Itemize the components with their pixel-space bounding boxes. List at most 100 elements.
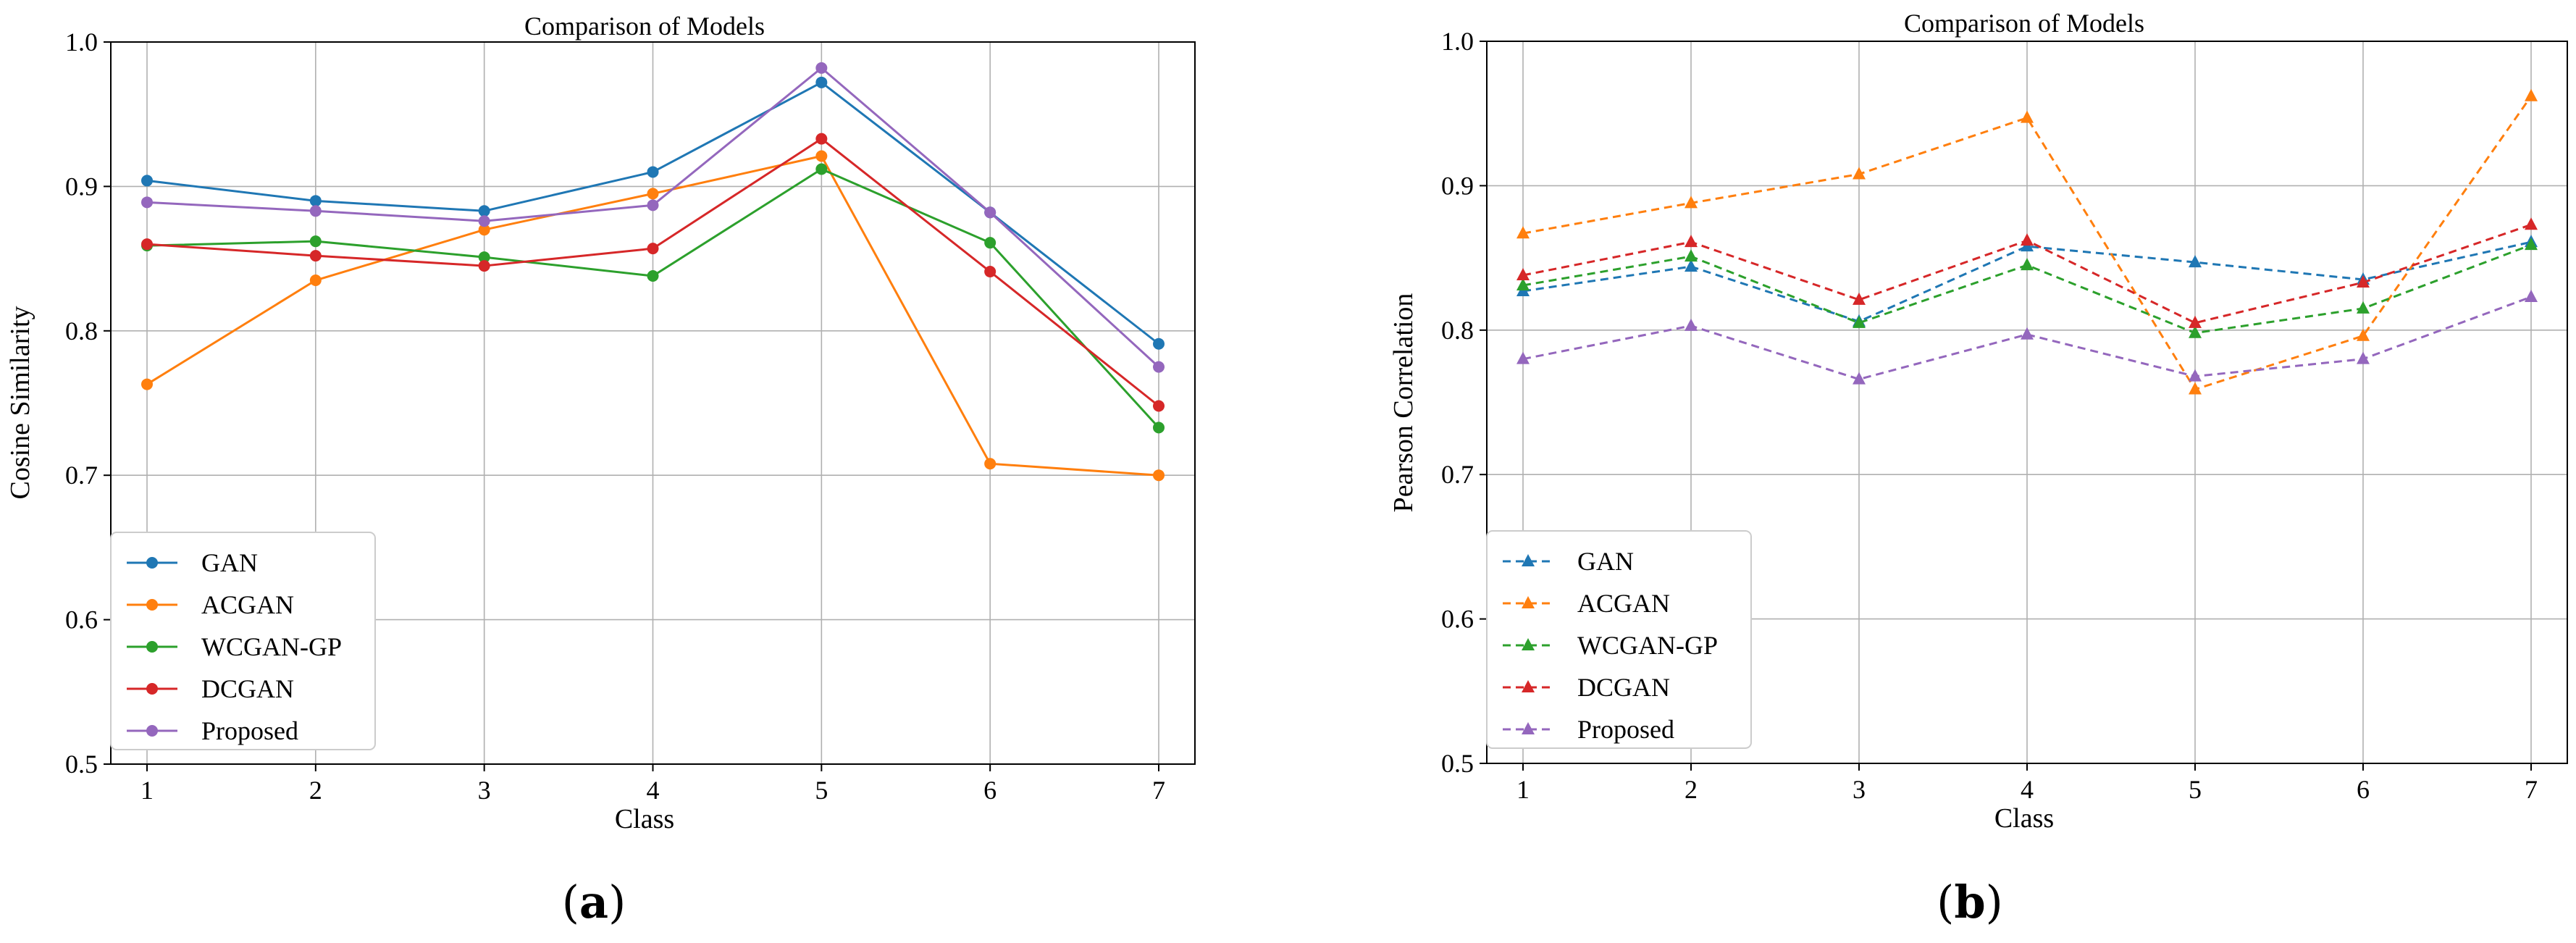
data-point: [141, 238, 153, 251]
legend-entry: Proposed: [127, 716, 298, 745]
y-tick-label: 1.0: [65, 28, 98, 56]
panel-caption: (a): [562, 876, 626, 929]
x-tick-label: 1: [140, 776, 154, 805]
data-point: [2357, 274, 2370, 288]
data-point: [2189, 255, 2202, 268]
caption-close: ): [608, 876, 626, 929]
legend-label: ACGAN: [1577, 589, 1670, 618]
y-tick-label: 0.6: [65, 605, 98, 634]
data-point: [2525, 289, 2538, 302]
legend-marker: [146, 683, 158, 695]
legend: GAN ACGAN WCGAN-GP DCGAN Proposed: [1486, 530, 1752, 749]
data-point: [984, 237, 997, 249]
data-point: [478, 215, 490, 227]
data-point: [478, 205, 490, 217]
data-point: [309, 274, 322, 287]
data-point: [647, 243, 659, 255]
series-dcgan: [1516, 217, 2538, 328]
y-tick-label: 0.5: [65, 750, 98, 779]
x-tick-label: 6: [2357, 775, 2370, 804]
series-acgan: [1516, 88, 2538, 395]
y-tick-label: 0.5: [1441, 749, 1474, 778]
data-point: [2525, 217, 2538, 230]
caption-close: ): [1986, 876, 2003, 929]
data-point: [2021, 233, 2034, 246]
data-point: [1685, 249, 1698, 262]
data-point: [1153, 469, 1165, 482]
legend-entry: GAN: [1503, 547, 1634, 576]
y-tick-labels: 0.5 0.6 0.7 0.8 0.9 1.0: [1441, 27, 1487, 778]
legend-entry: GAN: [127, 548, 258, 577]
data-point: [2021, 327, 2034, 340]
legend-marker: [1522, 722, 1535, 734]
data-point: [1853, 167, 1866, 180]
data-point: [2189, 382, 2202, 395]
x-tick-label: 1: [1516, 775, 1530, 804]
series-dcgan: [141, 133, 1165, 412]
y-axis-label: Cosine Similarity: [5, 306, 35, 499]
legend-marker: [146, 599, 158, 611]
x-axis-label: Class: [615, 804, 674, 834]
series-proposed: [141, 62, 1165, 373]
chart-title: Comparison of Models: [524, 12, 765, 41]
data-point: [2021, 110, 2034, 123]
data-point: [815, 133, 828, 145]
legend-entry: WCGAN-GP: [1503, 631, 1718, 660]
legend-marker: [1522, 680, 1535, 692]
x-axis-label: Class: [1994, 803, 2054, 834]
legend-box: [110, 532, 376, 750]
x-tick-label: 2: [309, 776, 322, 805]
data-point: [1516, 277, 1530, 290]
data-point: [2357, 301, 2370, 314]
data-point: [1516, 226, 1530, 239]
legend-entry: Proposed: [1503, 715, 1674, 744]
data-point: [478, 251, 490, 264]
data-point: [2021, 258, 2034, 271]
x-tick-label: 4: [2021, 775, 2034, 804]
data-point: [309, 250, 322, 262]
data-point: [1685, 235, 1698, 248]
y-tick-label: 0.7: [65, 461, 98, 490]
data-point: [309, 205, 322, 217]
data-point: [647, 199, 659, 211]
data-point: [2357, 351, 2370, 364]
data-point: [1153, 338, 1165, 350]
data-point: [141, 175, 153, 187]
data-point: [2357, 328, 2370, 341]
x-tick-label: 5: [815, 776, 828, 805]
caption-letter: a: [579, 876, 608, 929]
series-group: [1516, 88, 2538, 395]
x-tick-label: 4: [647, 776, 660, 805]
data-point: [478, 224, 490, 236]
x-tick-label: 3: [478, 776, 491, 805]
legend-entry: ACGAN: [1503, 589, 1670, 618]
data-point: [2189, 325, 2202, 338]
data-point: [1153, 361, 1165, 373]
data-point: [1685, 318, 1698, 331]
x-tick-labels: 1 2 3 4 5 6 7: [140, 764, 1165, 805]
legend-marker: [146, 557, 158, 569]
legend-label: Proposed: [1577, 715, 1674, 744]
legend: GAN ACGAN WCGAN-GP DCGAN Proposed: [110, 532, 376, 750]
x-tick-label: 2: [1685, 775, 1698, 804]
y-tick-label: 0.9: [65, 172, 98, 201]
legend-marker: [1522, 638, 1535, 650]
series-acgan: [141, 150, 1165, 482]
legend-entry: DCGAN: [127, 674, 294, 703]
x-tick-label: 7: [2525, 775, 2538, 804]
data-point: [478, 260, 490, 272]
data-point: [1516, 351, 1530, 364]
x-tick-label: 3: [1853, 775, 1866, 804]
caption-open: (: [562, 876, 579, 929]
legend-box: [1486, 530, 1752, 749]
legend-label: DCGAN: [1577, 673, 1670, 702]
data-point: [1853, 372, 1866, 385]
x-tick-label: 6: [983, 776, 997, 805]
data-point: [141, 196, 153, 209]
legend-entry: WCGAN-GP: [127, 632, 342, 661]
legend-marker: [1522, 596, 1535, 608]
y-tick-labels: 0.5 0.6 0.7 0.8 0.9 1.0: [65, 28, 111, 779]
